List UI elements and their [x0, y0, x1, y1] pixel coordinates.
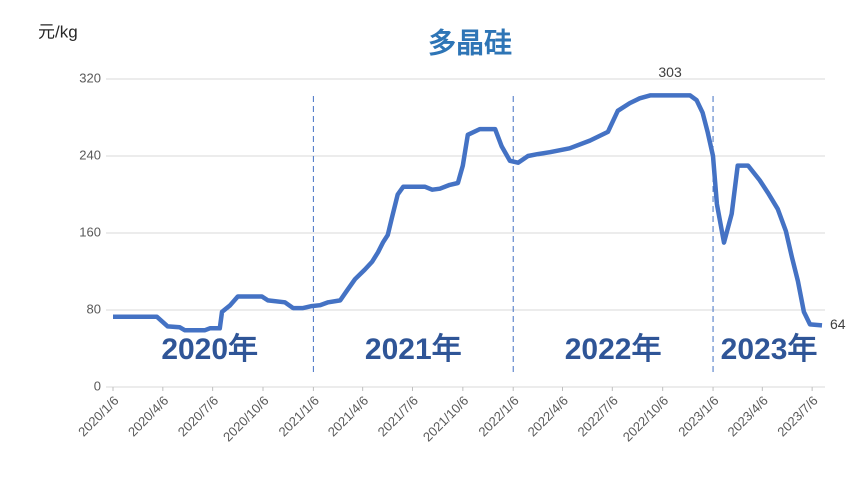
x-tick-label: 2023/4/6 [724, 393, 770, 439]
y-tick-label: 160 [79, 224, 101, 239]
x-tick-label: 2021/4/6 [325, 393, 371, 439]
y-tick-label: 0 [94, 378, 101, 393]
y-tick-label: 240 [79, 147, 101, 162]
year-label: 2022年 [565, 333, 662, 366]
x-tick-label: 2022/10/6 [620, 393, 672, 445]
x-tick-label: 2020/1/6 [75, 393, 121, 439]
year-label: 2021年 [365, 333, 462, 366]
x-tick-label: 2022/1/6 [475, 393, 521, 439]
x-tick-label: 2020/7/6 [175, 393, 221, 439]
x-tick-label: 2023/1/6 [675, 393, 721, 439]
data-line [113, 93, 823, 333]
x-tick-label: 2022/7/6 [574, 393, 620, 439]
x-tick-label: 2022/4/6 [525, 393, 571, 439]
x-tick-label: 2021/7/6 [375, 393, 421, 439]
y-axis-label: 元/kg [38, 22, 78, 41]
x-tick-label: 2023/7/6 [774, 393, 820, 439]
year-label: 2023年 [721, 333, 818, 366]
chart-title: 多晶硅 [428, 27, 512, 58]
data-label: 64 [830, 316, 846, 332]
data-label: 303 [658, 64, 682, 80]
year-label: 2020年 [161, 333, 258, 366]
x-tick-label: 2020/10/6 [220, 393, 272, 445]
y-tick-label: 320 [79, 70, 101, 85]
x-tick-label: 2021/1/6 [276, 393, 322, 439]
y-tick-label: 80 [87, 301, 101, 316]
x-tick-label: 2020/4/6 [125, 393, 171, 439]
x-tick-label: 2021/10/6 [420, 393, 472, 445]
